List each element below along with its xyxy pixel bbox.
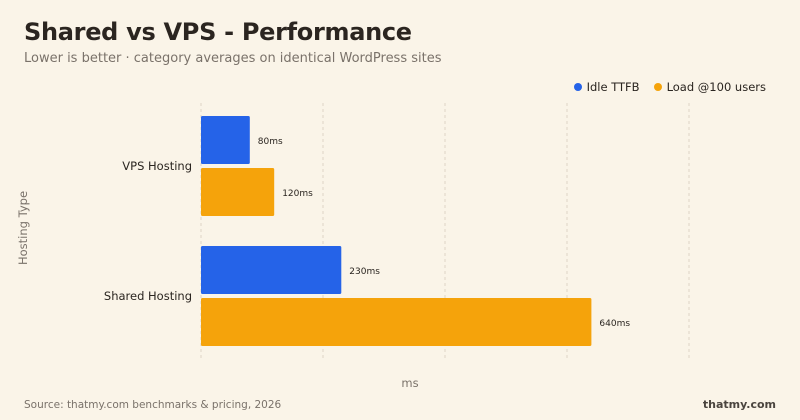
bar[interactable] [201,168,275,216]
data-label: 120ms [282,189,313,199]
category-label: Shared Hosting [104,289,192,303]
y-axis-label: Hosting Type [16,191,30,265]
bar[interactable] [201,116,250,164]
legend-swatch-load [653,83,662,91]
bar[interactable] [201,246,342,294]
brand-mark[interactable]: thatmy.com [702,398,776,411]
chart-title: Shared vs VPS - Performance [24,18,412,46]
x-axis-label: ms [401,376,418,390]
legend: Idle TTFB Load @100 users [573,80,766,94]
data-label: 230ms [349,267,380,277]
bar[interactable] [201,298,592,346]
source-note: Source: thatmy.com benchmarks & pricing,… [24,399,282,411]
legend-label-idle: Idle TTFB [586,80,640,94]
data-label: 640ms [599,319,630,329]
legend-item-idle[interactable]: Idle TTFB [573,80,640,94]
data-label: 80ms [258,137,283,147]
legend-swatch-idle [573,83,582,91]
legend-label-load: Load @100 users [666,80,766,94]
category-label: VPS Hosting [122,159,192,173]
legend-item-load[interactable]: Load @100 users [653,80,766,94]
chart-subtitle: Lower is better · category averages on i… [24,51,442,66]
